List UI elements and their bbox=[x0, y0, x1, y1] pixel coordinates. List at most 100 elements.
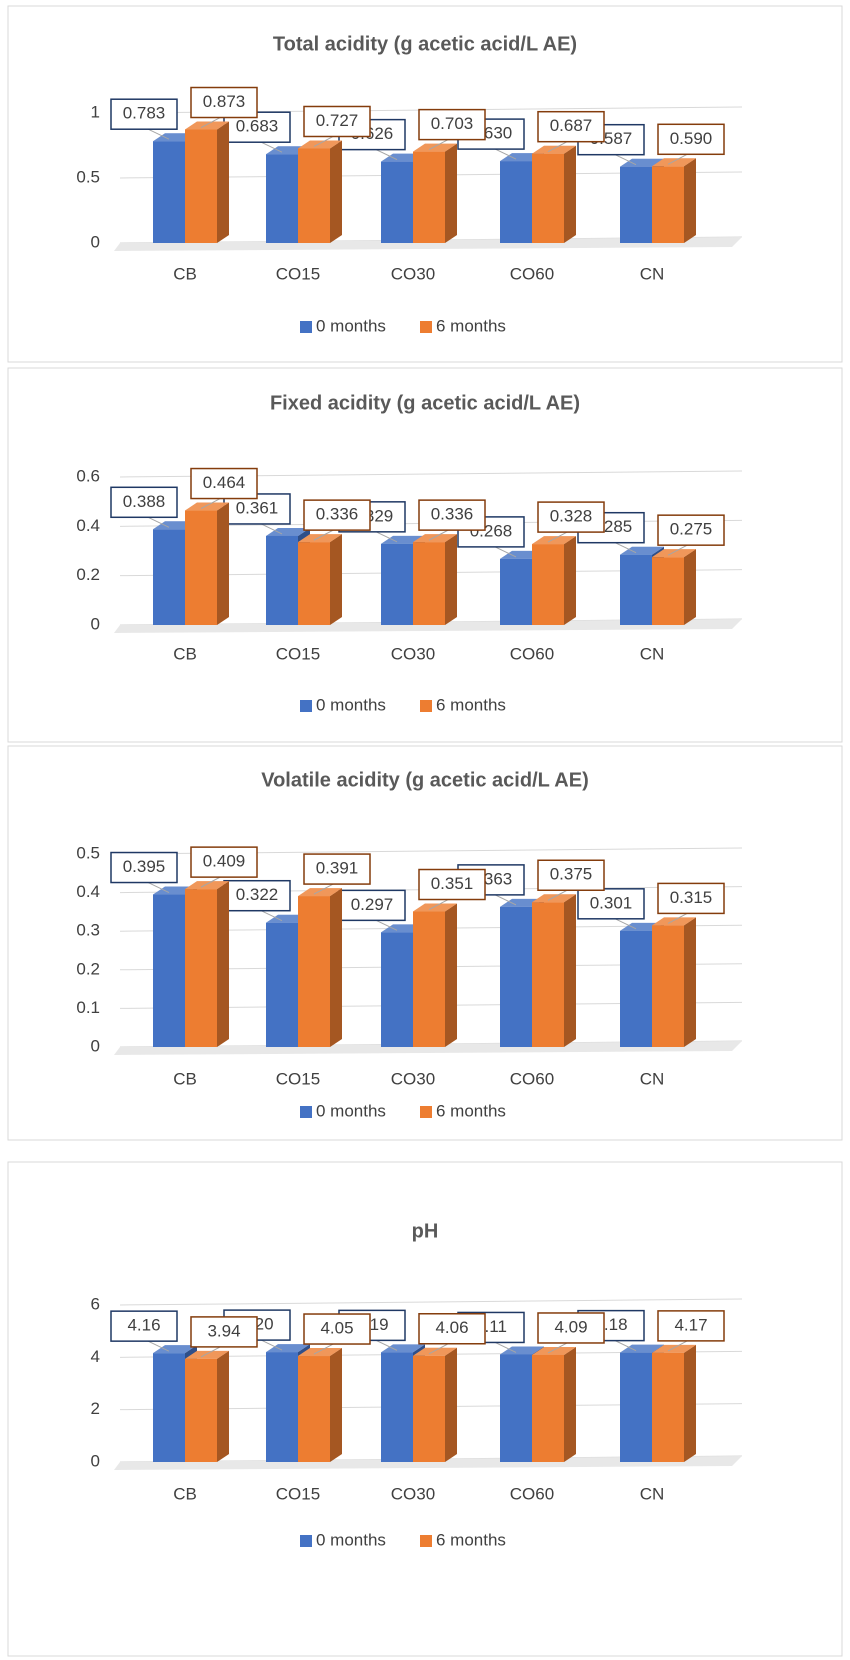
bar-top-shade bbox=[413, 143, 457, 152]
legend-label: 6 months bbox=[436, 1101, 506, 1120]
bar bbox=[532, 902, 564, 1047]
bar bbox=[381, 161, 413, 243]
bar bbox=[298, 896, 330, 1047]
x-tick-label: CN bbox=[640, 1069, 665, 1088]
bar-top-shade bbox=[620, 1344, 664, 1353]
legend-swatch bbox=[420, 1535, 432, 1547]
bar-top bbox=[298, 534, 342, 543]
bar-side bbox=[564, 1346, 576, 1462]
data-label: 0.375 bbox=[550, 865, 593, 884]
bar-top-shade bbox=[266, 527, 310, 536]
bar-top bbox=[413, 143, 457, 152]
bar-top bbox=[620, 1344, 664, 1353]
bar-side-shade bbox=[445, 1347, 457, 1462]
bar bbox=[413, 1355, 445, 1462]
bar bbox=[381, 543, 413, 625]
data-label: 0.275 bbox=[670, 520, 713, 539]
bar bbox=[652, 925, 684, 1047]
bar-side-shade bbox=[330, 888, 342, 1047]
bar-top bbox=[620, 546, 664, 555]
bar-top-shade bbox=[413, 534, 457, 543]
bar bbox=[298, 542, 330, 625]
label-box bbox=[190, 86, 258, 119]
label-box bbox=[110, 851, 178, 884]
label-box bbox=[657, 123, 725, 156]
legend-swatch bbox=[420, 700, 432, 712]
bar bbox=[413, 151, 445, 243]
label-box bbox=[190, 467, 258, 500]
data-label: 0.590 bbox=[670, 129, 713, 148]
label-box bbox=[537, 501, 605, 533]
bar-top bbox=[381, 1344, 425, 1353]
bar-side bbox=[217, 121, 229, 243]
data-label: 0.315 bbox=[670, 888, 713, 907]
bar bbox=[153, 1353, 185, 1462]
bar-side bbox=[217, 881, 229, 1047]
label-box bbox=[537, 1312, 605, 1344]
bar-side bbox=[330, 534, 342, 625]
bar-side-shade bbox=[217, 121, 229, 243]
x-tick-label: CB bbox=[173, 264, 197, 283]
legend-label: 6 months bbox=[436, 1530, 506, 1549]
label-box bbox=[537, 859, 605, 891]
legend-swatch bbox=[300, 700, 312, 712]
bar-top-shade bbox=[532, 1346, 576, 1355]
x-tick-label: CO30 bbox=[391, 1484, 435, 1503]
data-label: 4.17 bbox=[674, 1315, 707, 1334]
legend-swatch bbox=[300, 321, 312, 333]
bar-top-shade bbox=[532, 145, 576, 154]
data-label: 0.336 bbox=[431, 505, 474, 524]
x-tick-label: CB bbox=[173, 644, 197, 663]
label-box bbox=[657, 514, 725, 546]
bar-top bbox=[532, 536, 576, 545]
bar bbox=[500, 906, 532, 1047]
label-box bbox=[303, 105, 371, 138]
floor bbox=[114, 1456, 742, 1470]
y-tick-label: 0 bbox=[91, 1036, 100, 1055]
y-tick-label: 0.5 bbox=[76, 843, 100, 862]
bar-top bbox=[413, 534, 457, 543]
bar bbox=[652, 1352, 684, 1462]
bar-side bbox=[684, 549, 696, 625]
bar bbox=[500, 161, 532, 243]
legend-swatch bbox=[420, 321, 432, 333]
x-tick-label: CO60 bbox=[510, 1484, 554, 1503]
floor bbox=[114, 237, 742, 251]
bar-side-shade bbox=[330, 1348, 342, 1462]
x-tick-label: CO30 bbox=[391, 1069, 435, 1088]
label-box bbox=[110, 98, 178, 130]
bar-side-shade bbox=[217, 881, 229, 1047]
bar-side bbox=[217, 502, 229, 625]
y-tick-label: 1 bbox=[91, 102, 100, 121]
bar-top-shade bbox=[652, 158, 696, 167]
y-tick-label: 2 bbox=[91, 1399, 100, 1418]
y-tick-label: 0.3 bbox=[76, 921, 100, 940]
x-tick-label: CB bbox=[173, 1484, 197, 1503]
bar-top-shade bbox=[185, 121, 229, 130]
bar-top bbox=[532, 1346, 576, 1355]
bar-top-shade bbox=[532, 894, 576, 903]
data-label: 0.322 bbox=[236, 885, 279, 904]
label-box bbox=[110, 1310, 178, 1342]
bar-top-shade bbox=[185, 881, 229, 890]
bar-side-shade bbox=[217, 502, 229, 625]
bar-top bbox=[652, 158, 696, 167]
label-box bbox=[577, 888, 645, 920]
bar-top bbox=[266, 1344, 310, 1353]
grid-line bbox=[119, 1298, 743, 1306]
bar-side-shade bbox=[445, 903, 457, 1047]
bar bbox=[532, 153, 564, 243]
x-tick-label: CO15 bbox=[276, 1069, 320, 1088]
bar-top bbox=[298, 1348, 342, 1357]
bar-top-shade bbox=[153, 1345, 197, 1354]
bar-side-shade bbox=[330, 140, 342, 243]
bar-side bbox=[217, 1350, 229, 1462]
legend-label: 0 months bbox=[316, 1101, 386, 1120]
bar-top-shade bbox=[652, 549, 696, 558]
x-tick-label: CN bbox=[640, 264, 665, 283]
x-tick-label: CN bbox=[640, 644, 665, 663]
data-label: 3.94 bbox=[207, 1321, 240, 1340]
legend-swatch bbox=[300, 1535, 312, 1547]
bar bbox=[413, 542, 445, 625]
